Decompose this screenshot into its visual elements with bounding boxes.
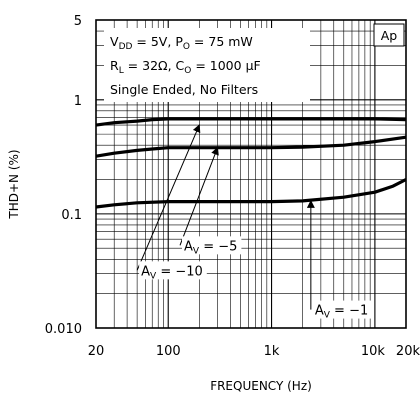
corner-label-box [373,23,405,47]
conditions-line: Single Ended, No Filters [110,82,258,97]
x-axis-title: FREQUENCY (Hz) [210,379,312,393]
series-label-av10: AV = −10 [141,264,203,281]
series-label-av1: AV = −1 [315,304,368,321]
conditions-line: RL = 32Ω, CO = 1000 µF [110,58,261,76]
x-tick-label: 100 [156,344,181,359]
y-tick-label: 5 [74,14,82,29]
x-tick-label: 1k [264,344,280,359]
conditions-line: VDD = 5V, PO = 75 mW [110,34,253,52]
x-tick-label: 20 [88,344,105,359]
x-tick-label: 10k [361,344,386,359]
arrow-av5 [179,146,219,246]
series-line-av10 [95,117,407,127]
label-bg-av5 [182,236,242,255]
plot-frame [95,19,407,329]
tick-labels: 20 100 1k 10k 20k 0.010 0.1 1 5 [45,14,420,359]
corner-label: Ap [381,28,398,43]
x-tick-label: 20k [396,344,420,359]
conditions-box [104,28,310,102]
y-tick-label: 0.1 [61,208,82,223]
label-bg-av1 [312,300,373,319]
series-label-av5: AV = −5 [184,239,237,256]
annotation-layer: AV = −10 AV = −5 AV = −1 VDD = 5V, PO = 75 … [104,23,405,321]
series-line-av5 [95,135,407,158]
label-bg-av10 [139,261,207,280]
y-tick-label: 1 [74,94,82,109]
arrow-av10 [136,124,201,271]
y-axis-title: THD+N (%) [7,149,21,219]
series-layer [95,117,407,209]
series-line-av1 [95,178,407,209]
y-tick-label: 0.010 [45,322,82,337]
